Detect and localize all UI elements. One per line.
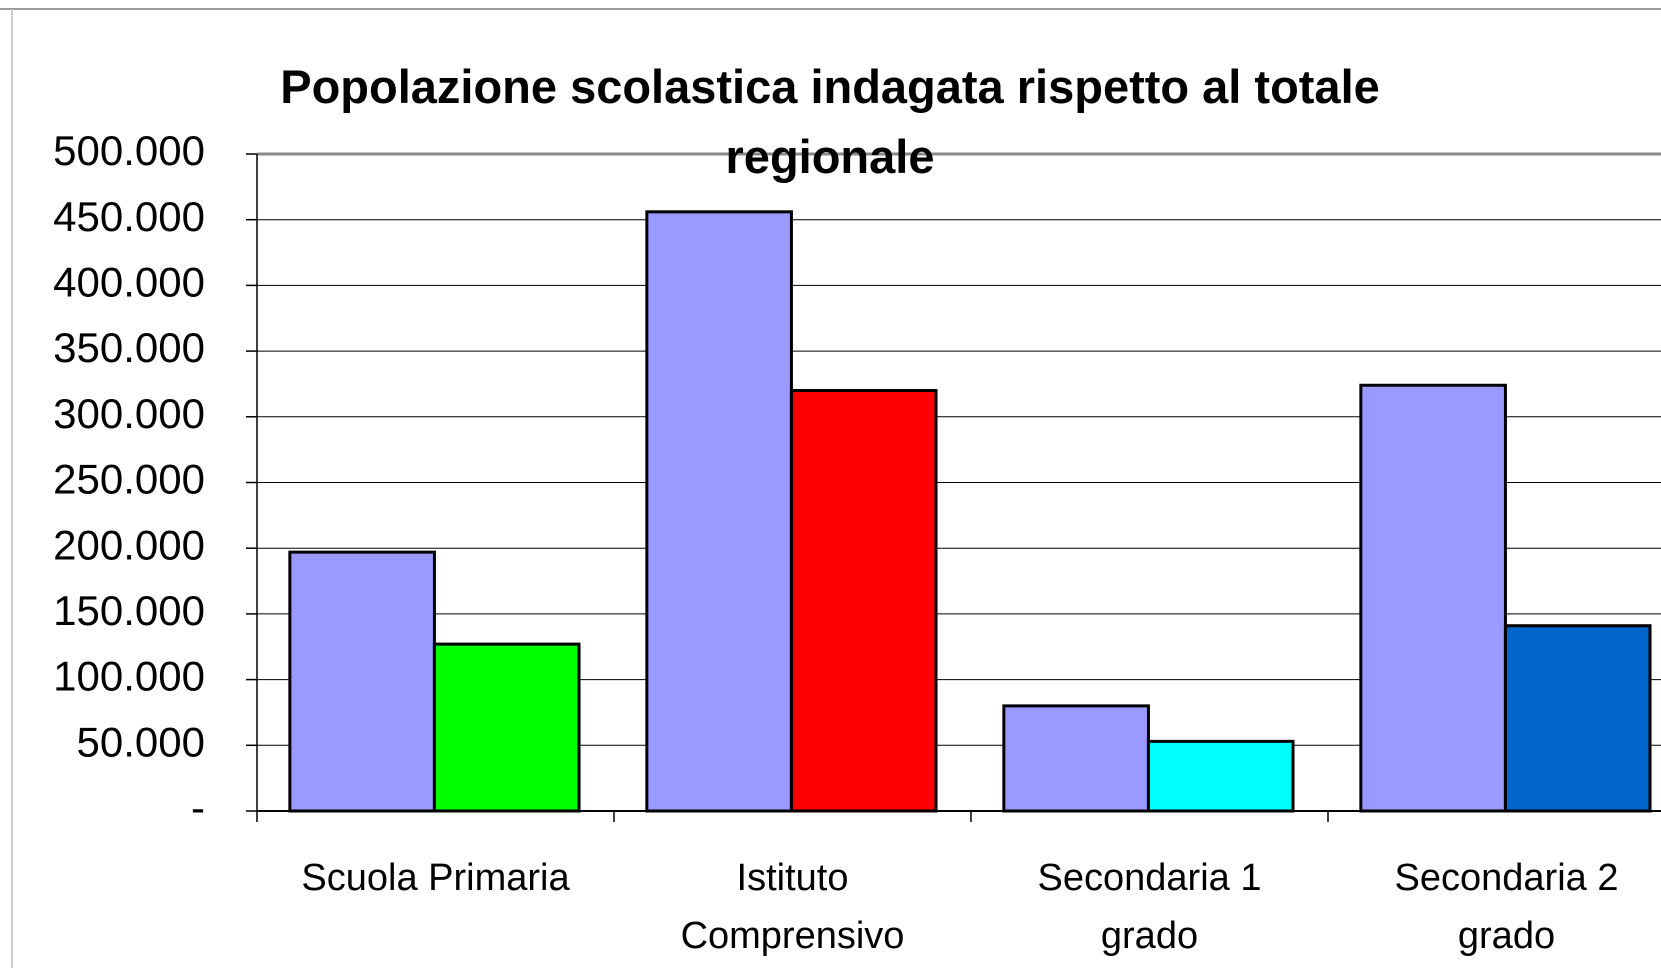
y-tick-label: 150.000 — [53, 587, 205, 634]
bar — [288, 550, 436, 813]
y-tick-label: 250.000 — [53, 456, 205, 503]
y-tick-label: 200.000 — [53, 521, 205, 568]
x-tick-label: Secondaria 1 grado — [1037, 857, 1262, 957]
bar — [1146, 739, 1295, 813]
y-tick-label: 50.000 — [77, 718, 205, 765]
bar — [645, 210, 793, 813]
y-tick-label: 450.000 — [53, 193, 205, 240]
chart-title: Popolazione scolastica indagata rispetto… — [280, 60, 1380, 183]
y-tick-label: 100.000 — [53, 653, 205, 700]
x-tick-label: Istituto Comprensivo — [680, 857, 905, 957]
x-tick-label: Secondaria 2 grado — [1394, 857, 1619, 957]
bar — [1359, 383, 1507, 813]
bar — [789, 389, 938, 813]
x-tick-label: Scuola Primaria — [301, 857, 570, 899]
y-tick-label: 350.000 — [53, 324, 205, 371]
bar — [1002, 704, 1150, 813]
y-tick-label: - — [191, 784, 205, 831]
y-tick-label: 400.000 — [53, 258, 205, 305]
y-tick-label: 300.000 — [53, 390, 205, 437]
bar — [432, 642, 581, 813]
bar — [1503, 624, 1652, 813]
y-tick-label: 500.000 — [53, 127, 205, 174]
